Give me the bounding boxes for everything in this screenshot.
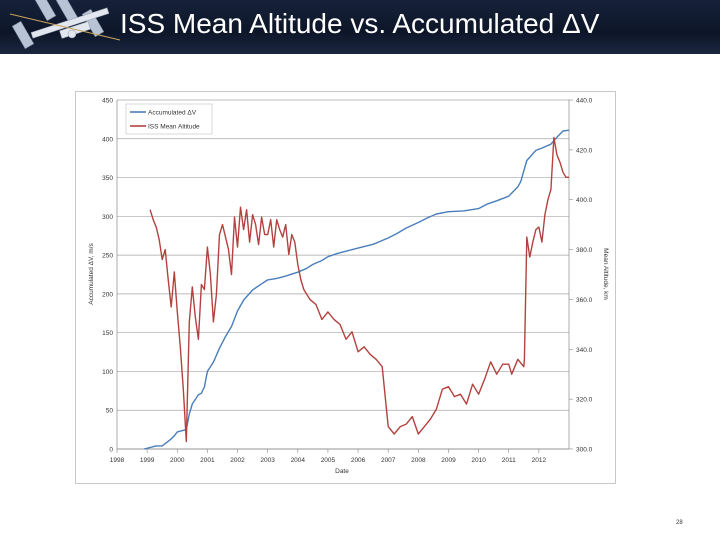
legend-label-dv: Accumulated ΔV [148,110,197,117]
x-tick-label: 2002 [230,457,245,464]
series-layer [143,129,570,450]
chart-frame: 0 50 100 150 200 250 300 350 400 450 300.0 320.0 340… [75,91,616,484]
x-tick-label: 2008 [411,457,426,464]
x-tick-label: 2004 [291,457,306,464]
y-tick-label-right: 380.0 [576,247,593,254]
y-tick-label-right: 320.0 [576,397,593,404]
y-tick-label-right: 300.0 [576,447,593,454]
altitude-dv-chart: 0 50 100 150 200 250 300 350 400 450 300.0 320.0 340… [88,98,609,476]
y-tick-label-right: 340.0 [576,347,593,354]
y-axis-label-left: Accumulated ΔV, m/s [88,242,95,304]
axes-layer: 0 50 100 150 200 250 300 350 400 450 300.0 320.0 340… [102,98,593,465]
y-tick-label-left: 300 [102,214,113,221]
x-tick-label: 2012 [532,457,547,464]
x-axis-label: Date [335,468,349,475]
x-tick-label: 2007 [381,457,396,464]
y-tick-label-left: 250 [102,253,113,260]
series-line-mean-altitude [149,136,569,443]
slide-header: ISS Mean Altitude vs. Accumulated ΔV [0,0,720,54]
legend-label-altitude: ISS Mean Altitude [148,124,200,131]
x-tick-label: 2000 [170,457,185,464]
series-line-accumulated-dv [143,129,570,450]
grid-layer [117,99,569,450]
y-tick-label-left: 200 [102,291,113,298]
y-tick-label-right: 400.0 [576,197,593,204]
x-tick-label: 2003 [260,457,275,464]
y-tick-label-left: 400 [102,136,113,143]
space-station-icon [9,0,121,50]
y-tick-label-left: 150 [102,330,113,337]
slide-title: ISS Mean Altitude vs. Accumulated ΔV [120,8,600,39]
y-axis-label-right: Mean Altitude, km [602,248,609,300]
x-tick-label: 2009 [441,457,456,464]
y-tick-label-left: 100 [102,369,113,376]
y-tick-label-left: 0 [109,447,113,454]
legend: Accumulated ΔV ISS Mean Altitude [125,103,213,135]
legend-box [125,103,213,135]
y-tick-label-left: 50 [106,408,114,415]
x-tick-label: 2005 [321,457,336,464]
x-tick-label: 2006 [351,457,366,464]
y-tick-label-right: 360.0 [576,297,593,304]
y-tick-label-right: 440.0 [576,98,593,105]
x-tick-label: 2011 [502,457,516,464]
x-tick-label: 1999 [140,457,155,464]
y-tick-label-right: 420.0 [576,147,593,154]
page-number: 28 [676,520,683,526]
x-tick-label: 2001 [200,457,215,464]
y-tick-label-left: 350 [102,175,113,182]
x-tick-label: 2010 [471,457,486,464]
y-tick-label-left: 450 [102,98,113,105]
x-tick-label: 1998 [110,457,125,464]
